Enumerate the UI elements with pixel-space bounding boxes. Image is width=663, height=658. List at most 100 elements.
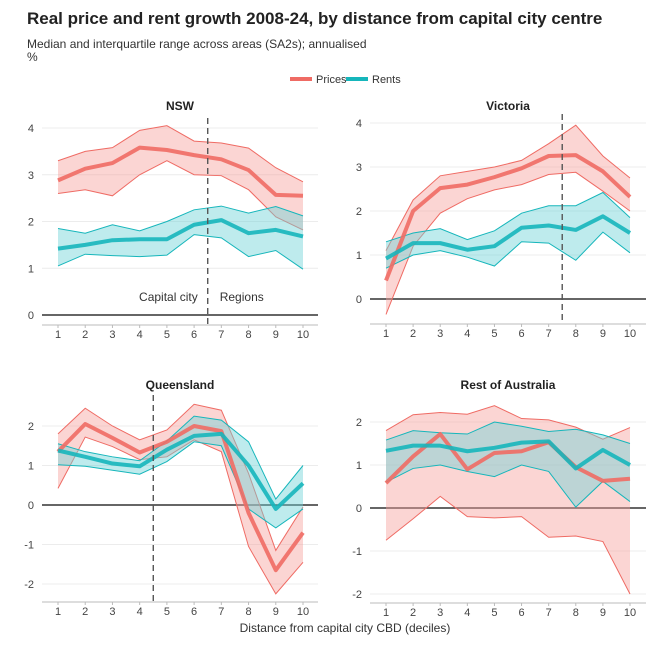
x-tick-label: 5 <box>491 328 497 340</box>
x-tick-label: 3 <box>437 607 443 619</box>
y-tick-label: 1 <box>356 460 362 472</box>
x-tick-label: 9 <box>273 606 279 618</box>
x-tick-label: 8 <box>573 328 579 340</box>
x-tick-label: 1 <box>55 606 61 618</box>
y-tick-label: 2 <box>356 417 362 429</box>
x-tick-label: 3 <box>109 606 115 618</box>
y-tick-label: 2 <box>28 217 34 229</box>
x-tick-label: 8 <box>573 607 579 619</box>
chart-subtitle: Median and interquartile range across ar… <box>27 37 367 51</box>
x-tick-label: 3 <box>437 328 443 340</box>
x-tick-label: 6 <box>191 606 197 618</box>
x-tick-label: 3 <box>109 329 115 341</box>
x-tick-label: 1 <box>55 329 61 341</box>
rents-p25-line <box>57 441 304 529</box>
y-tick-label: 3 <box>28 170 34 182</box>
rents-iqr-band <box>386 192 630 269</box>
prices-p75-line <box>385 405 631 440</box>
prices-p25-line <box>385 171 631 315</box>
x-tick-label: 5 <box>164 606 170 618</box>
prices-p75-line <box>385 124 631 251</box>
y-tick-label: -1 <box>352 546 362 558</box>
rents-iqr-band <box>58 416 303 528</box>
rents-p75-line <box>57 415 304 501</box>
y-tick-label: -2 <box>352 589 362 601</box>
y-tick-label: 2 <box>28 421 34 433</box>
x-tick-label: 6 <box>518 607 524 619</box>
rents-median-line <box>57 218 304 251</box>
prices-iqr-band <box>386 405 630 594</box>
rents-median-line <box>385 214 632 261</box>
rents-p75-line <box>57 205 304 234</box>
panel-title: NSW <box>166 99 195 113</box>
x-tick-label: 6 <box>191 329 197 341</box>
x-tick-label: 2 <box>410 607 416 619</box>
x-axis-label: Distance from capital city CBD (deciles) <box>240 621 451 635</box>
panel-title: Victoria <box>486 99 530 113</box>
x-tick-label: 10 <box>297 329 309 341</box>
x-tick-label: 7 <box>218 329 224 341</box>
x-tick-label: 9 <box>600 607 606 619</box>
rents-p25-line <box>385 231 631 269</box>
y-tick-label: -2 <box>24 579 34 591</box>
x-tick-label: 7 <box>546 607 552 619</box>
prices-p25-line <box>57 160 304 231</box>
y-tick-label: 0 <box>356 503 362 515</box>
x-tick-label: 7 <box>218 606 224 618</box>
x-tick-label: 2 <box>82 329 88 341</box>
y-tick-label: 0 <box>356 294 362 306</box>
x-tick-label: 4 <box>464 328 470 340</box>
y-tick-label: 3 <box>356 162 362 174</box>
prices-p25-line <box>57 436 304 595</box>
y-tick-label: -1 <box>24 540 34 552</box>
prices-iqr-band <box>58 125 303 230</box>
prices-p75-line <box>57 403 304 552</box>
rents-p25-line <box>385 464 631 508</box>
rents-p75-line <box>385 191 631 243</box>
panel-title: Rest of Australia <box>461 378 556 392</box>
chart-title: Real price and rent growth 2008-24, by d… <box>27 9 603 28</box>
annotation-capital-city: Capital city <box>139 290 198 304</box>
prices-p75-line <box>57 125 304 183</box>
x-tick-label: 5 <box>491 607 497 619</box>
x-tick-label: 9 <box>273 329 279 341</box>
y-tick-label: 1 <box>28 461 34 473</box>
rents-median-line <box>57 431 305 511</box>
x-tick-label: 2 <box>410 328 416 340</box>
x-tick-label: 9 <box>600 328 606 340</box>
x-tick-label: 4 <box>137 606 143 618</box>
annotation-regions: Regions <box>220 290 264 304</box>
panel-title: Queensland <box>146 378 215 392</box>
rents-p75-line <box>385 421 631 444</box>
legend-prices-label: Prices <box>316 74 347 86</box>
y-tick-label: 2 <box>356 206 362 218</box>
y-unit-label: % <box>27 50 38 64</box>
x-tick-label: 10 <box>624 607 636 619</box>
rents-p25-line <box>57 234 304 270</box>
x-tick-label: 2 <box>82 606 88 618</box>
x-tick-label: 5 <box>164 329 170 341</box>
x-tick-label: 10 <box>624 328 636 340</box>
prices-median-line <box>384 153 632 282</box>
x-tick-label: 4 <box>464 607 470 619</box>
prices-median-line <box>57 145 304 198</box>
y-tick-label: 1 <box>28 263 34 275</box>
x-tick-label: 8 <box>245 329 251 341</box>
legend-rents-label: Rents <box>372 74 401 86</box>
rents-iqr-band <box>58 206 303 270</box>
x-tick-label: 6 <box>518 328 524 340</box>
y-tick-label: 0 <box>28 500 34 512</box>
x-tick-label: 1 <box>383 607 389 619</box>
x-tick-label: 8 <box>245 606 251 618</box>
x-tick-label: 1 <box>383 328 389 340</box>
y-tick-label: 0 <box>28 310 34 322</box>
rents-median-line <box>385 439 631 471</box>
x-tick-label: 7 <box>546 328 552 340</box>
x-tick-label: 10 <box>297 606 309 618</box>
y-tick-label: 1 <box>356 250 362 262</box>
y-tick-label: 4 <box>28 123 34 135</box>
x-tick-label: 4 <box>137 329 143 341</box>
y-tick-label: 4 <box>356 118 362 130</box>
